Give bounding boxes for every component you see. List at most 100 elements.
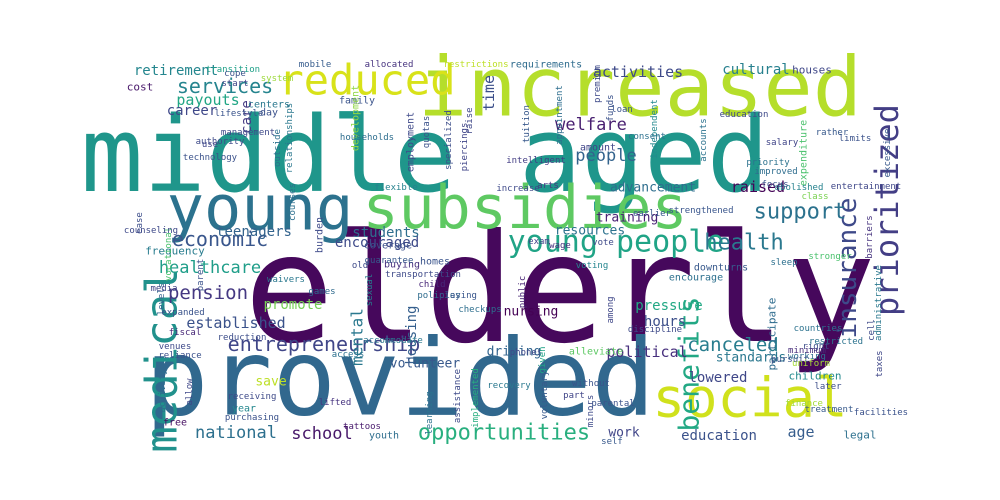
word-intelligent: intelligent xyxy=(506,156,566,166)
word-public: public xyxy=(518,276,528,309)
word-driving: driving xyxy=(487,345,542,360)
word-priority: priority xyxy=(746,158,790,168)
word-encourage: encourage xyxy=(669,273,723,284)
word-alleviate: alleviate xyxy=(569,347,623,358)
word-old: old xyxy=(352,261,368,271)
word-frequency: frequency xyxy=(145,245,205,258)
word-teenagers: teenagers xyxy=(216,224,292,240)
word-subsidies: subsidies xyxy=(362,173,687,243)
word-hours: hours xyxy=(644,314,686,330)
word-implemented: implemented xyxy=(471,368,481,428)
word-young: young xyxy=(167,172,354,245)
word-entrepreneurship: entrepreneurship xyxy=(228,332,421,356)
word-focus: focus xyxy=(761,180,788,190)
word-expenditure: expenditure xyxy=(799,120,810,186)
word-barriers: barriers xyxy=(865,215,875,258)
word-medical: medical xyxy=(137,267,188,452)
word-outside: outside xyxy=(273,129,283,167)
word-standards: standards xyxy=(716,351,786,366)
word-part: part xyxy=(563,391,585,401)
word-premium: premium xyxy=(593,65,603,103)
word-tuition: tuition xyxy=(522,105,532,143)
word-coverage: coverage xyxy=(364,241,412,252)
word-phones: phones xyxy=(510,348,543,358)
word-households: households xyxy=(340,133,394,143)
word-downturns: downturns xyxy=(694,263,748,274)
word-taxes: taxes xyxy=(875,350,885,377)
word-loan: loan xyxy=(611,105,633,115)
word-legal: legal xyxy=(843,429,876,442)
word-employment: employment xyxy=(406,112,417,172)
word-parent: parent xyxy=(196,259,206,292)
word-participate: participate xyxy=(766,298,779,371)
word-housing: housing xyxy=(404,305,420,364)
word-venues: venues xyxy=(159,342,192,352)
word-guarantee: guarantee xyxy=(365,256,414,266)
word-save: save xyxy=(255,375,286,390)
word-media: media xyxy=(150,284,177,294)
word-expanded: expanded xyxy=(161,308,204,318)
word-pursuit: pursuit xyxy=(771,355,809,365)
word-cell: cell xyxy=(867,319,877,341)
word-political: political xyxy=(606,343,687,361)
word-child: child xyxy=(418,280,445,290)
word-stronger: stronger xyxy=(808,252,852,262)
word-benefits: benefits xyxy=(673,297,706,432)
word-allocated: allocated xyxy=(365,60,414,70)
word-system: system xyxy=(261,74,294,84)
word-administrative: administrative xyxy=(874,265,884,341)
word-discipline: discipline xyxy=(628,325,682,335)
word-purchasing: purchasing xyxy=(225,413,279,423)
word-wage: wage xyxy=(549,241,571,251)
word-start: start xyxy=(221,79,248,89)
word-school: school xyxy=(291,424,352,444)
word-requirements: requirements xyxy=(510,60,582,71)
word-education: education xyxy=(681,428,757,444)
word-accommodate: accommodate xyxy=(363,336,423,346)
word-insurance: insurance xyxy=(833,198,863,339)
word-arts: arts xyxy=(537,181,559,191)
word-courses: courses xyxy=(288,183,298,221)
word-day: day xyxy=(260,108,278,119)
word-independent: independent xyxy=(650,99,660,159)
word-without: without xyxy=(572,379,610,389)
word-exam: exam xyxy=(528,237,550,247)
word-raise: raise xyxy=(465,107,475,134)
word-centers: centers xyxy=(248,100,290,111)
word-age: age xyxy=(787,423,814,441)
word-parental: parental xyxy=(591,399,634,409)
word-sexual: sexual xyxy=(365,274,375,307)
word-technology: technology xyxy=(183,153,238,163)
word-improved: improved xyxy=(754,167,797,177)
word-right: right xyxy=(802,342,829,352)
word-free: free xyxy=(163,418,187,429)
word-finance: finance xyxy=(785,399,823,409)
word-restricted: restricted xyxy=(809,337,863,347)
word-family: family xyxy=(339,96,375,107)
word-people: people xyxy=(575,146,636,166)
word-voting: voting xyxy=(576,261,609,271)
word-social: social xyxy=(652,367,847,430)
word-established: established xyxy=(186,314,285,332)
word-lowered: lowered xyxy=(688,370,747,386)
word-prioritized: prioritized xyxy=(868,104,906,316)
word-ease: ease xyxy=(135,212,145,234)
word-flexible: flexible xyxy=(374,183,417,193)
word-later: later xyxy=(814,382,842,392)
word-transition: transition xyxy=(206,65,260,75)
word-increased: increased xyxy=(418,41,862,136)
word-salary: salary xyxy=(766,138,799,148)
word-services: services xyxy=(177,74,273,98)
word-waivers: waivers xyxy=(267,275,305,285)
word-work: work xyxy=(608,426,639,441)
word-learning: learning xyxy=(425,391,435,434)
word-fiscal: fiscal xyxy=(169,328,202,338)
word-children: children xyxy=(789,370,842,383)
word-buying: buying xyxy=(384,260,420,271)
word-activity: activity xyxy=(158,369,168,413)
word-care: care xyxy=(239,100,255,134)
word-pension: pension xyxy=(168,282,248,304)
word-sleep: sleep xyxy=(770,258,797,268)
word-encouraged: encouraged xyxy=(335,235,419,251)
word-cost: cost xyxy=(127,81,154,94)
